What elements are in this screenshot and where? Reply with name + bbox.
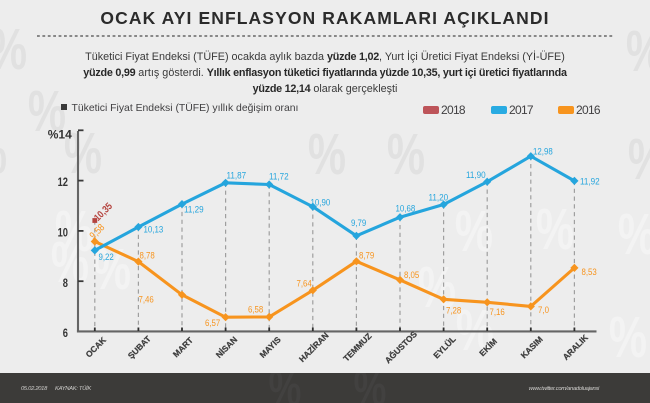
svg-text:9,22: 9,22 [99, 252, 114, 263]
svg-text:NİSAN: NİSAN [214, 334, 240, 360]
svg-text:12,98: 12,98 [533, 146, 553, 157]
svg-text:11,87: 11,87 [227, 171, 247, 182]
svg-text:8,78: 8,78 [140, 251, 155, 262]
svg-text:KASIM: KASIM [519, 334, 545, 360]
svg-text:9,79: 9,79 [351, 218, 366, 229]
svg-text:7,64: 7,64 [297, 279, 312, 290]
svg-text:7,0: 7,0 [538, 305, 549, 316]
svg-text:6,58: 6,58 [248, 305, 263, 316]
svg-text:11,72: 11,72 [269, 172, 289, 183]
svg-text:10: 10 [58, 226, 69, 240]
svg-text:10,35: 10,35 [92, 201, 115, 224]
svg-text:12: 12 [58, 175, 69, 189]
svg-text:11,90: 11,90 [466, 170, 486, 181]
svg-text:ARALIK: ARALIK [561, 332, 590, 361]
svg-text:8,53: 8,53 [582, 267, 597, 278]
svg-text:8,79: 8,79 [359, 251, 374, 262]
svg-text:EYLÜL: EYLÜL [431, 334, 457, 360]
svg-text:ŞUBAT: ŞUBAT [126, 333, 154, 361]
svg-text:TEMMUZ: TEMMUZ [341, 331, 373, 363]
svg-text:6: 6 [63, 326, 68, 340]
svg-text:10,90: 10,90 [311, 198, 331, 209]
svg-text:HAZİRAN: HAZİRAN [297, 330, 331, 364]
svg-text:10,68: 10,68 [396, 204, 416, 215]
svg-text:7,46: 7,46 [139, 295, 154, 306]
svg-text:AĞUSTOS: AĞUSTOS [382, 328, 419, 365]
svg-text:7,28: 7,28 [446, 306, 461, 317]
svg-text:11,29: 11,29 [184, 205, 204, 216]
svg-text:OCAK: OCAK [83, 335, 108, 360]
svg-text:MART: MART [171, 334, 196, 359]
svg-text:6,57: 6,57 [205, 318, 220, 329]
svg-text:MAYIS: MAYIS [257, 334, 283, 360]
svg-text:11,92: 11,92 [580, 177, 600, 188]
svg-text:8: 8 [63, 276, 68, 290]
svg-text:7,16: 7,16 [490, 307, 505, 318]
svg-text:11,20: 11,20 [429, 193, 449, 204]
svg-text:10,13: 10,13 [144, 225, 164, 236]
svg-text:9,58: 9,58 [88, 222, 108, 242]
svg-text:EKİM: EKİM [477, 336, 499, 358]
svg-text:8,05: 8,05 [404, 270, 419, 281]
svg-text:%14: %14 [48, 127, 72, 141]
